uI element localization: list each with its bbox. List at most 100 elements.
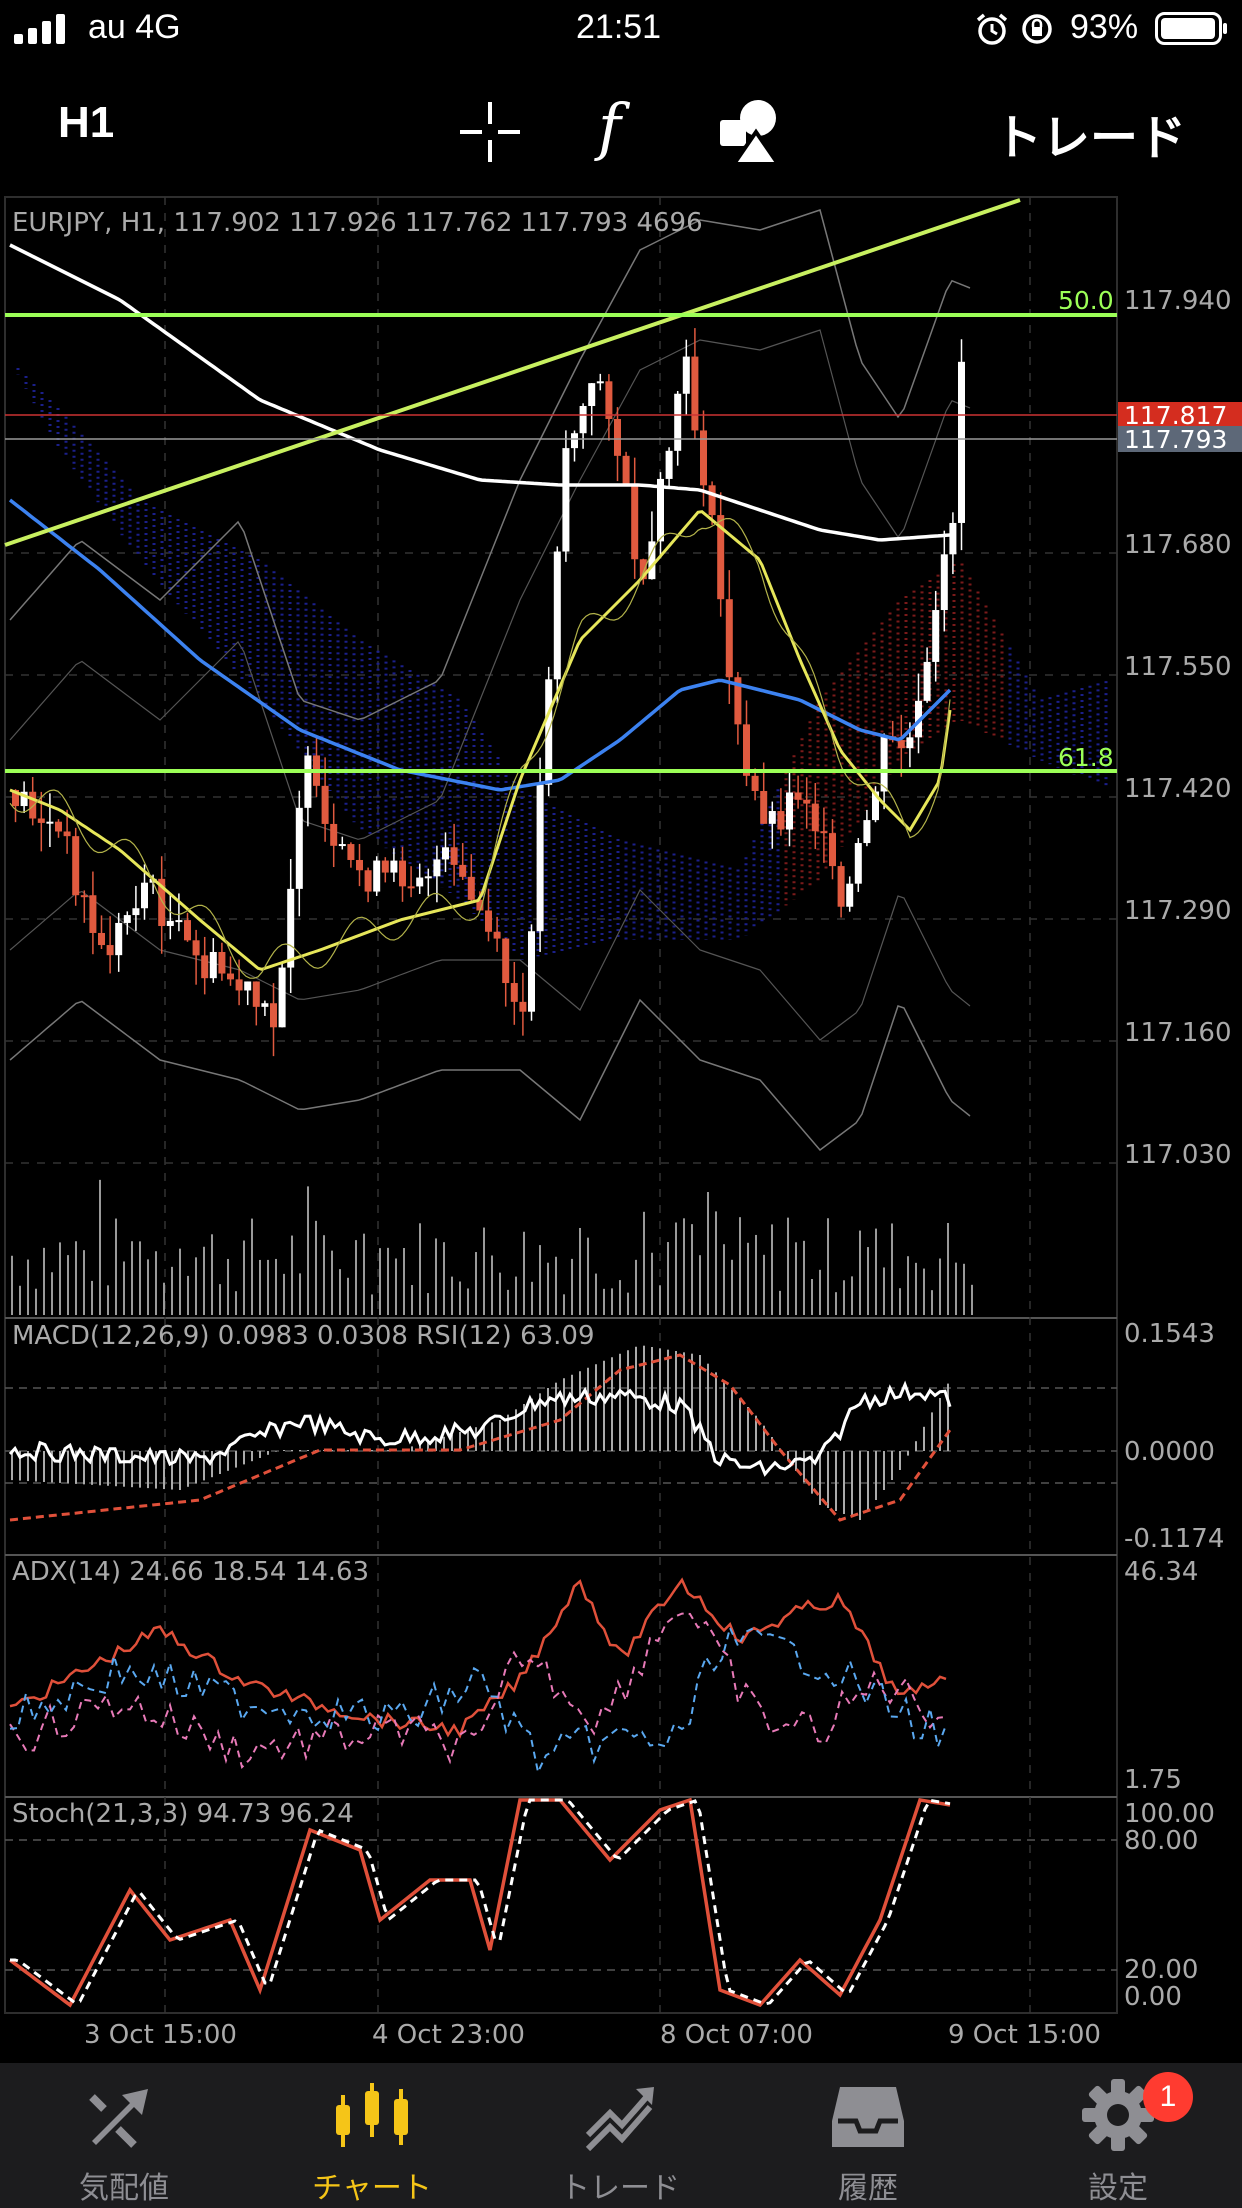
bollinger-upper — [9, 209, 971, 721]
price-tick: 117.160 — [1124, 1018, 1232, 1048]
adx-pane — [9, 1577, 947, 1776]
candle-body — [330, 823, 338, 846]
tab-chart[interactable]: チャート — [248, 2063, 496, 2208]
candle-body — [141, 882, 148, 909]
candle-body — [682, 356, 690, 394]
candle-body — [166, 920, 174, 927]
candle-body — [287, 888, 295, 968]
main-pane-border — [4, 196, 1118, 2014]
orientation-lock-icon — [1022, 14, 1052, 44]
trendline[interactable] — [4, 198, 1021, 547]
adx-tick: 1.75 — [1124, 1765, 1182, 1795]
candle-body — [519, 1001, 527, 1012]
candle-body — [442, 847, 449, 860]
candle-body — [605, 381, 613, 419]
macd-main-line — [8, 1380, 952, 1477]
candle-body — [218, 952, 226, 974]
x-axis-label: 4 Oct 23:00 — [372, 2020, 525, 2050]
tab-history[interactable]: 履歴 — [744, 2063, 992, 2208]
tab-trade[interactable]: トレード — [496, 2063, 744, 2208]
stoch-info: Stoch(21,3,3) 94.73 96.24 — [12, 1799, 354, 1829]
battery-percent: 93% — [1070, 8, 1139, 46]
candle-body — [381, 860, 389, 873]
candle-body — [424, 876, 432, 879]
candle-body — [467, 876, 475, 900]
candle-body — [46, 821, 54, 824]
price-axis: 117.940 117.680 117.550 117.420 117.290 … — [1124, 286, 1232, 1170]
candle-body — [691, 356, 699, 431]
candle-body — [786, 792, 793, 830]
trade-icon — [585, 2087, 654, 2151]
candle-body — [674, 393, 682, 451]
history-icon — [832, 2087, 904, 2147]
candle-body — [717, 515, 725, 600]
ma-blue-line — [8, 498, 952, 792]
bollinger-inner-upper — [9, 329, 971, 840]
candle-body — [373, 860, 381, 892]
candle-body — [854, 843, 862, 884]
candle-body — [304, 755, 312, 808]
tab-settings[interactable]: 設定 — [994, 2063, 1242, 2208]
chart-area[interactable]: EURJPY, H1, 117.902 117.926 117.762 117.… — [0, 193, 1242, 2063]
macd-pane — [5, 1345, 1117, 1522]
timeframe-button[interactable]: H1 — [58, 98, 115, 147]
last-price-grey-box — [1118, 426, 1242, 452]
stoch-signal-line — [10, 1798, 951, 2006]
candle-body — [846, 883, 854, 907]
candle-body — [132, 908, 140, 916]
status-bar: au 4G 21:51 93% — [0, 0, 1242, 60]
candle-body — [588, 383, 596, 407]
tab-label: 気配値 — [79, 2171, 169, 2206]
candle-body — [89, 895, 97, 933]
carrier-label: au 4G — [88, 8, 181, 46]
candle-body — [536, 784, 544, 932]
signal-icon — [14, 14, 65, 44]
candle-body — [897, 740, 905, 749]
indicators-button[interactable]: f — [598, 90, 621, 163]
candle-body — [725, 599, 733, 678]
candle-body — [751, 775, 759, 791]
clock: 21:51 — [576, 8, 662, 46]
candle-body — [20, 791, 28, 807]
macd-tick: 0.0000 — [1124, 1437, 1215, 1467]
candle-body — [399, 860, 406, 887]
candle-body — [700, 430, 707, 486]
fib-label-618: 61.8 — [1058, 743, 1114, 772]
candle-body — [872, 791, 879, 821]
candle-body — [528, 931, 535, 1012]
candle-body — [201, 955, 209, 979]
price-tick: 117.420 — [1124, 774, 1232, 804]
candle-body — [708, 485, 716, 516]
tab-quotes[interactable]: 気配値 — [0, 2063, 248, 2208]
objects-icon[interactable] — [718, 96, 788, 166]
candle-body — [80, 895, 88, 898]
chart-canvas[interactable]: EURJPY, H1, 117.902 117.926 117.762 117.… — [0, 193, 1242, 2063]
x-axis-label: 3 Oct 15:00 — [84, 2020, 237, 2050]
candle-body — [63, 831, 71, 837]
tab-label: 設定 — [1088, 2171, 1148, 2206]
candlesticks — [12, 328, 965, 1057]
candle-body — [829, 833, 836, 867]
settings-badge: 1 — [1143, 2072, 1193, 2122]
settings-icon — [1082, 2079, 1154, 2151]
candle-body — [622, 455, 630, 484]
candle-body — [553, 551, 561, 680]
candle-body — [338, 844, 346, 847]
candle-body — [510, 983, 518, 1002]
candle-body — [631, 483, 639, 560]
candle-body — [192, 940, 200, 956]
moving-averages — [8, 243, 952, 979]
candle-body — [407, 886, 415, 889]
stoch-tick: 20.00 — [1124, 1955, 1198, 1985]
tab-label: チャート — [312, 2171, 432, 2206]
crosshair-icon[interactable] — [458, 100, 522, 164]
candle-body — [502, 938, 510, 984]
adx-main-line — [9, 1577, 947, 1739]
candle-body — [184, 920, 191, 941]
trade-button[interactable]: トレード — [994, 110, 1187, 166]
candle-body — [37, 818, 45, 823]
candle-body — [227, 973, 234, 980]
macd-info: MACD(12,26,9) 0.0983 0.0308 RSI(12) 63.0… — [12, 1321, 595, 1351]
x-axis-label: 8 Oct 07:00 — [660, 2020, 813, 2050]
candle-body — [295, 807, 303, 889]
